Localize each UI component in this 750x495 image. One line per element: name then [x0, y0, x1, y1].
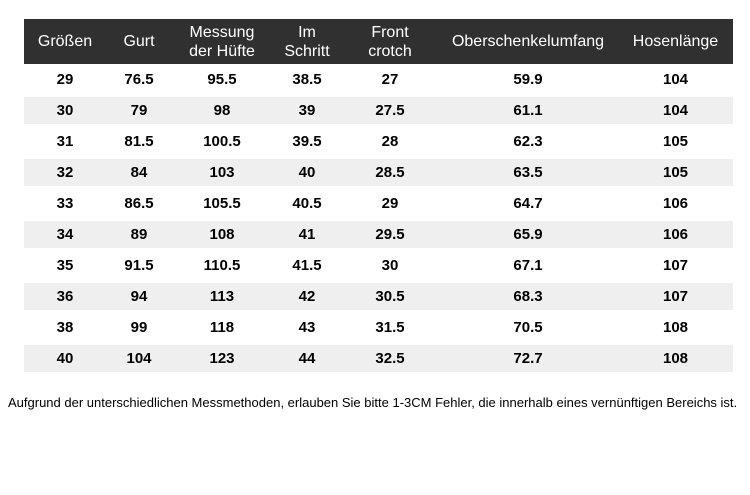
table-row: 35 91.5 110.5 41.5 30 67.1 107	[24, 250, 733, 281]
table-cell: 35	[24, 250, 106, 281]
table-cell: 107	[618, 250, 733, 281]
table-cell: 67.1	[438, 250, 618, 281]
table-cell: 105	[618, 157, 733, 188]
table-cell: 104	[618, 95, 733, 126]
table-cell: 30	[342, 250, 438, 281]
column-header: Messung der Hüfte	[172, 19, 272, 64]
table-cell: 36	[24, 281, 106, 312]
table-cell: 63.5	[438, 157, 618, 188]
table-cell: 70.5	[438, 312, 618, 343]
table-cell: 91.5	[106, 250, 172, 281]
table-row: 34 89 108 41 29.5 65.9 106	[24, 219, 733, 250]
table-cell: 33	[24, 188, 106, 219]
table-cell: 27.5	[342, 95, 438, 126]
size-chart-table: Größen Gurt Messung der Hüfte Im Schritt Fro…	[24, 19, 733, 374]
table-cell: 30.5	[342, 281, 438, 312]
table-row: 30 79 98 39 27.5 61.1 104	[24, 95, 733, 126]
table-cell: 29	[342, 188, 438, 219]
table-cell: 42	[272, 281, 342, 312]
table-cell: 62.3	[438, 126, 618, 157]
table-cell: 81.5	[106, 126, 172, 157]
table-cell: 29	[24, 64, 106, 95]
table-cell: 29.5	[342, 219, 438, 250]
table-cell: 40.5	[272, 188, 342, 219]
table-row: 29 76.5 95.5 38.5 27 59.9 104	[24, 64, 733, 95]
table-row: 33 86.5 105.5 40.5 29 64.7 106	[24, 188, 733, 219]
table-cell: 30	[24, 95, 106, 126]
column-header: Im Schritt	[272, 19, 342, 64]
table-cell: 39.5	[272, 126, 342, 157]
table-cell: 27	[342, 64, 438, 95]
column-header: Gurt	[106, 19, 172, 64]
table-cell: 108	[618, 343, 733, 374]
column-header: Front crotch	[342, 19, 438, 64]
table-cell: 79	[106, 95, 172, 126]
column-header: Oberschenkelumfang	[438, 19, 618, 64]
table-cell: 107	[618, 281, 733, 312]
table-row: 40 104 123 44 32.5 72.7 108	[24, 343, 733, 374]
table-cell: 108	[172, 219, 272, 250]
table-cell: 123	[172, 343, 272, 374]
table-cell: 98	[172, 95, 272, 126]
table-cell: 40	[272, 157, 342, 188]
table-cell: 103	[172, 157, 272, 188]
table-cell: 34	[24, 219, 106, 250]
table-cell: 76.5	[106, 64, 172, 95]
table-row: 36 94 113 42 30.5 68.3 107	[24, 281, 733, 312]
table-cell: 113	[172, 281, 272, 312]
table-cell: 110.5	[172, 250, 272, 281]
table-cell: 32	[24, 157, 106, 188]
table-cell: 65.9	[438, 219, 618, 250]
table-cell: 41	[272, 219, 342, 250]
table-cell: 31	[24, 126, 106, 157]
table-cell: 94	[106, 281, 172, 312]
footer-note: Aufgrund der unterschiedlichen Messmetho…	[8, 395, 738, 410]
column-header: Größen	[24, 19, 106, 64]
table-cell: 28.5	[342, 157, 438, 188]
table-cell: 106	[618, 188, 733, 219]
table-cell: 104	[106, 343, 172, 374]
table-cell: 39	[272, 95, 342, 126]
table-cell: 106	[618, 219, 733, 250]
table-cell: 118	[172, 312, 272, 343]
table-cell: 68.3	[438, 281, 618, 312]
table-cell: 43	[272, 312, 342, 343]
table-cell: 72.7	[438, 343, 618, 374]
table-cell: 40	[24, 343, 106, 374]
table-row: 32 84 103 40 28.5 63.5 105	[24, 157, 733, 188]
table-cell: 31.5	[342, 312, 438, 343]
table-cell: 64.7	[438, 188, 618, 219]
header-row: Größen Gurt Messung der Hüfte Im Schritt Fro…	[24, 19, 733, 64]
table-cell: 32.5	[342, 343, 438, 374]
table-cell: 84	[106, 157, 172, 188]
table-cell: 38	[24, 312, 106, 343]
table-cell: 105	[618, 126, 733, 157]
table-cell: 86.5	[106, 188, 172, 219]
table-cell: 100.5	[172, 126, 272, 157]
table-cell: 28	[342, 126, 438, 157]
column-header: Hosenlänge	[618, 19, 733, 64]
table-cell: 59.9	[438, 64, 618, 95]
table-cell: 41.5	[272, 250, 342, 281]
table-row: 38 99 118 43 31.5 70.5 108	[24, 312, 733, 343]
table-cell: 105.5	[172, 188, 272, 219]
table-body: 29 76.5 95.5 38.5 27 59.9 104 30 79 98 39 27.5 61.1 1…	[24, 64, 733, 374]
table-cell: 95.5	[172, 64, 272, 95]
table-cell: 38.5	[272, 64, 342, 95]
table-cell: 61.1	[438, 95, 618, 126]
table-row: 31 81.5 100.5 39.5 28 62.3 105	[24, 126, 733, 157]
table-cell: 104	[618, 64, 733, 95]
table-cell: 89	[106, 219, 172, 250]
table-cell: 99	[106, 312, 172, 343]
table-cell: 108	[618, 312, 733, 343]
table-cell: 44	[272, 343, 342, 374]
